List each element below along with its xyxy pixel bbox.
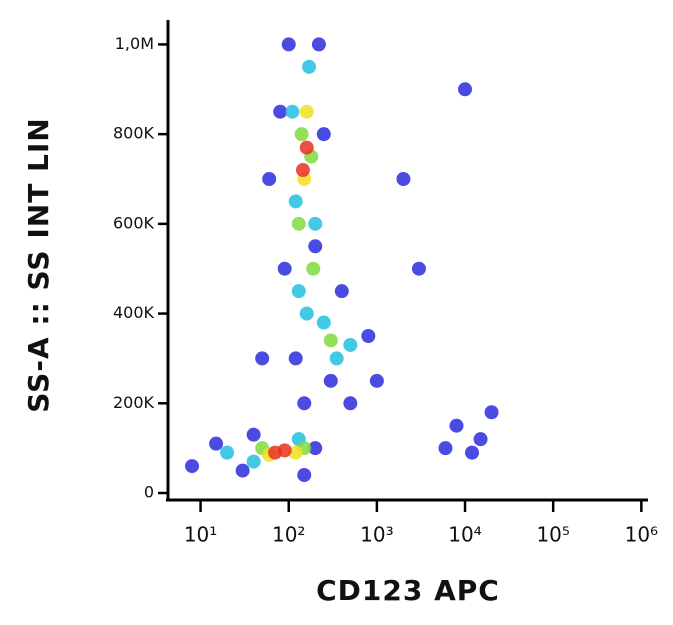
- data-point: [308, 239, 323, 254]
- data-point: [449, 418, 464, 433]
- y-tick-label: 200K: [113, 393, 155, 412]
- data-point: [295, 163, 310, 178]
- data-point: [308, 216, 323, 231]
- data-point: [306, 261, 321, 276]
- data-point: [323, 373, 338, 388]
- data-point: [281, 37, 296, 52]
- data-point: [255, 351, 270, 366]
- data-point: [277, 443, 292, 458]
- data-point: [396, 172, 411, 186]
- data-point: [299, 104, 314, 119]
- data-point: [262, 172, 277, 186]
- x-tick-label: 10⁶: [625, 523, 658, 547]
- data-point: [473, 432, 488, 447]
- data-point: [302, 59, 317, 74]
- data-point: [235, 463, 250, 478]
- data-point: [288, 445, 303, 460]
- data-point: [438, 441, 453, 456]
- data-point: [484, 405, 499, 420]
- data-point: [465, 445, 480, 460]
- data-point: [343, 396, 358, 411]
- data-point: [334, 284, 349, 299]
- data-point: [288, 194, 303, 209]
- y-tick-label: 400K: [113, 303, 155, 322]
- x-axis-title: CD123 APC: [316, 574, 500, 607]
- data-point: [291, 284, 306, 299]
- data-point: [246, 454, 261, 469]
- y-tick-label: 0: [144, 483, 154, 502]
- y-tick-label: 800K: [113, 124, 155, 143]
- data-point: [220, 445, 235, 460]
- data-point: [308, 441, 323, 456]
- data-point: [458, 82, 473, 97]
- x-tick-label: 10⁴: [448, 523, 481, 547]
- data-point: [299, 140, 314, 155]
- x-tick-label: 10¹: [184, 523, 217, 547]
- data-point: [273, 104, 288, 119]
- data-point: [316, 315, 331, 330]
- data-point: [291, 216, 306, 231]
- data-point: [411, 261, 426, 276]
- data-point: [246, 427, 261, 442]
- data-point: [316, 127, 331, 142]
- x-tick-label: 10⁵: [536, 523, 569, 547]
- y-tick-label: 600K: [113, 213, 155, 232]
- data-point: [361, 329, 376, 343]
- data-point: [209, 436, 224, 451]
- data-point: [369, 373, 384, 388]
- y-tick-label: 1,0M: [115, 34, 154, 53]
- data-point: [323, 333, 338, 348]
- data-point: [285, 104, 300, 119]
- data-point: [297, 396, 312, 411]
- data-point: [329, 351, 344, 366]
- data-point: [288, 351, 303, 366]
- data-point: [299, 306, 314, 321]
- data-point: [297, 468, 312, 483]
- data-point: [343, 337, 358, 352]
- data-point: [277, 261, 292, 276]
- x-tick-label: 10³: [360, 523, 393, 547]
- x-tick-label: 10²: [272, 523, 305, 547]
- data-point: [294, 127, 309, 142]
- data-point: [311, 37, 326, 52]
- y-axis-title: SS-A :: SS INT LIN: [22, 117, 55, 412]
- data-point: [185, 459, 200, 474]
